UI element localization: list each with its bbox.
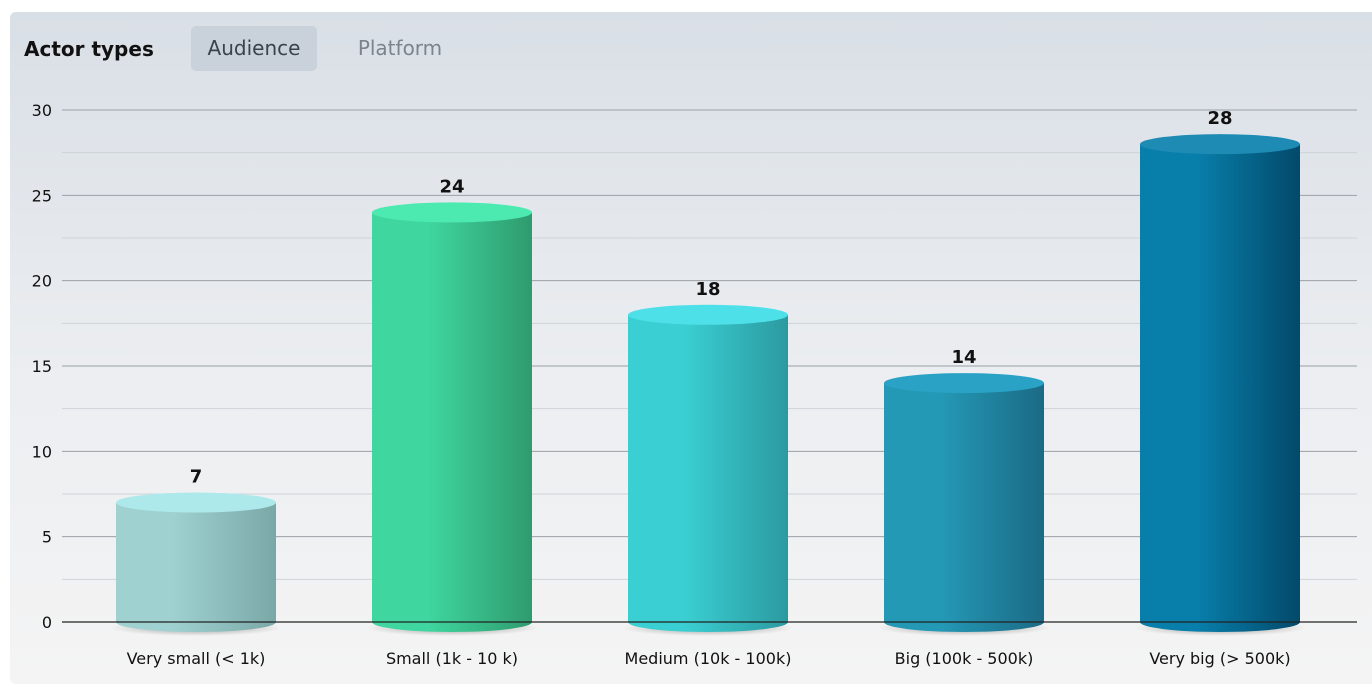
x-tick-label: Very small (< 1k) bbox=[127, 649, 266, 668]
x-tick-label: Big (100k - 500k) bbox=[895, 649, 1034, 668]
data-label: 14 bbox=[951, 347, 976, 368]
bar-0[interactable] bbox=[110, 492, 282, 636]
bar-2[interactable] bbox=[622, 304, 794, 636]
y-tick-label: 10 bbox=[32, 442, 52, 461]
bar-top-cap bbox=[372, 202, 532, 223]
bar-body bbox=[628, 314, 788, 632]
y-tick-label: 30 bbox=[32, 101, 52, 120]
bar-body bbox=[1140, 144, 1300, 632]
y-axis-ticks: 0 5 10 15 20 25 30 bbox=[32, 101, 52, 632]
x-tick-label: Small (1k - 10 k) bbox=[386, 649, 518, 668]
tab-platform[interactable]: Platform bbox=[357, 36, 443, 60]
bar-top-cap bbox=[884, 373, 1044, 394]
y-tick-label: 20 bbox=[32, 272, 52, 291]
labels: 7 Very small (< 1k) 24 Small (1k - 10 k) 18 M… bbox=[127, 108, 1291, 668]
bar-body bbox=[372, 212, 532, 632]
y-tick-label: 25 bbox=[32, 186, 52, 205]
bar-body bbox=[884, 383, 1044, 632]
bar-4[interactable] bbox=[1134, 134, 1306, 636]
bars bbox=[110, 134, 1306, 636]
chart-heading: Actor types bbox=[24, 37, 154, 61]
x-tick-label: Very big (> 500k) bbox=[1149, 649, 1290, 668]
chart-header: Actor types Audience Platform bbox=[10, 12, 1372, 88]
y-tick-label: 5 bbox=[42, 528, 52, 547]
bar-top-cap bbox=[1140, 134, 1300, 155]
x-tick-label: Medium (10k - 100k) bbox=[625, 649, 792, 668]
y-tick-label: 15 bbox=[32, 357, 52, 376]
data-label: 24 bbox=[439, 176, 464, 197]
y-tick-label: 0 bbox=[42, 613, 52, 632]
bar-top-cap bbox=[628, 304, 788, 325]
data-label: 18 bbox=[695, 279, 720, 300]
data-label: 28 bbox=[1207, 108, 1232, 129]
tab-audience[interactable]: Audience bbox=[191, 26, 317, 71]
bar-3[interactable] bbox=[878, 373, 1050, 636]
data-label: 7 bbox=[190, 467, 203, 488]
bar-1[interactable] bbox=[366, 202, 538, 636]
bar-body bbox=[116, 502, 276, 632]
bar-top-cap bbox=[116, 492, 276, 513]
